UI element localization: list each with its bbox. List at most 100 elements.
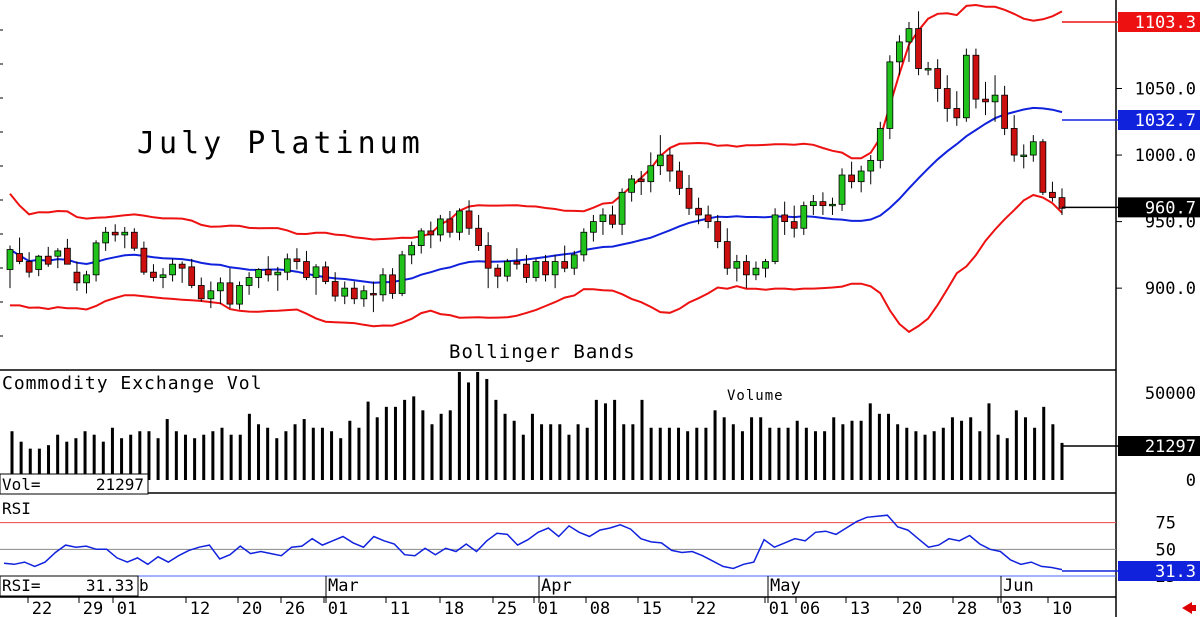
volume-bar [110,427,114,480]
date-label: 20 [902,599,922,617]
candle [25,252,33,278]
volume-bar [65,441,69,480]
volume-bar [540,424,544,480]
date-label: 25 [497,599,517,617]
candle-body [886,61,894,129]
candle [197,277,205,302]
candle-body [264,269,272,276]
candle-body [494,267,502,277]
volume-bar [768,427,772,480]
candle [130,228,138,251]
volume-bar [704,427,708,480]
candle [121,226,129,249]
candle-body [876,128,884,161]
candle [915,11,922,76]
candle-body [666,154,674,172]
candle [293,248,301,270]
upper-band-badge-text: 1103.3 [1135,13,1196,33]
volume-bar [92,434,96,480]
volume-bar [74,438,78,480]
volume-bar [302,419,306,480]
candle [561,245,569,273]
candle [83,270,90,294]
truncated-month-label: b [139,576,149,595]
candle-body [408,245,416,256]
candle [1001,85,1008,136]
last-price-badge-box [1118,197,1200,218]
last-price-badge-text: 960.7 [1145,198,1196,218]
candle [398,250,406,297]
volume-bar [731,424,735,480]
date-label: 15 [642,599,662,617]
bollinger-label: Bollinger Bands [449,341,636,363]
volume-bar [722,417,726,480]
candle [580,228,588,262]
candle-body [121,231,129,236]
date-label: 06 [800,599,820,617]
volume-bar [193,438,197,480]
candle-body [924,68,932,71]
candle [762,258,769,278]
candle [991,75,999,122]
candle [188,258,196,289]
candle [102,226,110,251]
candle-body [628,178,636,193]
volume-bar [905,427,909,480]
candle-body [1039,141,1047,193]
candle [1039,139,1047,195]
candle-body [436,218,444,236]
candle-body [676,170,683,189]
candle [570,250,578,275]
candle [408,241,416,265]
candle-body [16,253,23,262]
rsi-line [3,514,1063,571]
volume-bar [631,424,635,480]
date-label: 22 [696,599,716,617]
upper-band-line [9,3,1063,241]
candle-body [236,285,243,305]
candle [532,258,540,282]
candle-body [475,227,482,246]
date-label: 22 [32,599,52,617]
rsi-readout-label: RSI= [2,576,41,595]
volume-bar [129,434,133,480]
volume-bar [804,427,808,480]
date-label: 01 [117,599,137,617]
candle-body [618,191,626,225]
candle-body [35,255,43,270]
candle-body [532,261,540,278]
date-label: 10 [1052,599,1072,617]
rsi-readout-box [0,575,139,597]
volume-bar [795,420,799,480]
volume-bar [622,424,626,480]
volume-bars: 50000 0 [10,372,1196,491]
volume-readout-box [0,473,149,495]
volume-bar [640,399,644,480]
volume-bar [777,427,781,480]
volume-bar [877,413,881,480]
volume-last-badge-text: 21297 [1145,437,1196,457]
volume-bar [220,427,224,480]
volume-bar [530,413,534,480]
volume-bar [887,413,891,480]
candle-body [590,221,597,233]
date-label: 08 [590,599,610,617]
candle-body [542,261,549,276]
candle-body [762,261,769,269]
volume-bar [850,420,854,480]
candle-body [1058,197,1066,209]
candle [647,152,655,193]
candlesticks [6,11,1066,313]
scroll-left-arrow-icon[interactable] [1182,602,1196,614]
candle [178,261,186,283]
volume-bar [740,431,744,480]
candle [666,148,674,182]
candle-body [64,247,71,265]
volume-bar [996,434,1000,480]
price-tick-label: 1050.0 [1135,80,1196,100]
candle [436,214,444,242]
volume-bar [658,427,662,480]
middle-band-badge-box [1118,110,1200,130]
candle [1029,135,1037,162]
volume-bar [384,406,388,480]
